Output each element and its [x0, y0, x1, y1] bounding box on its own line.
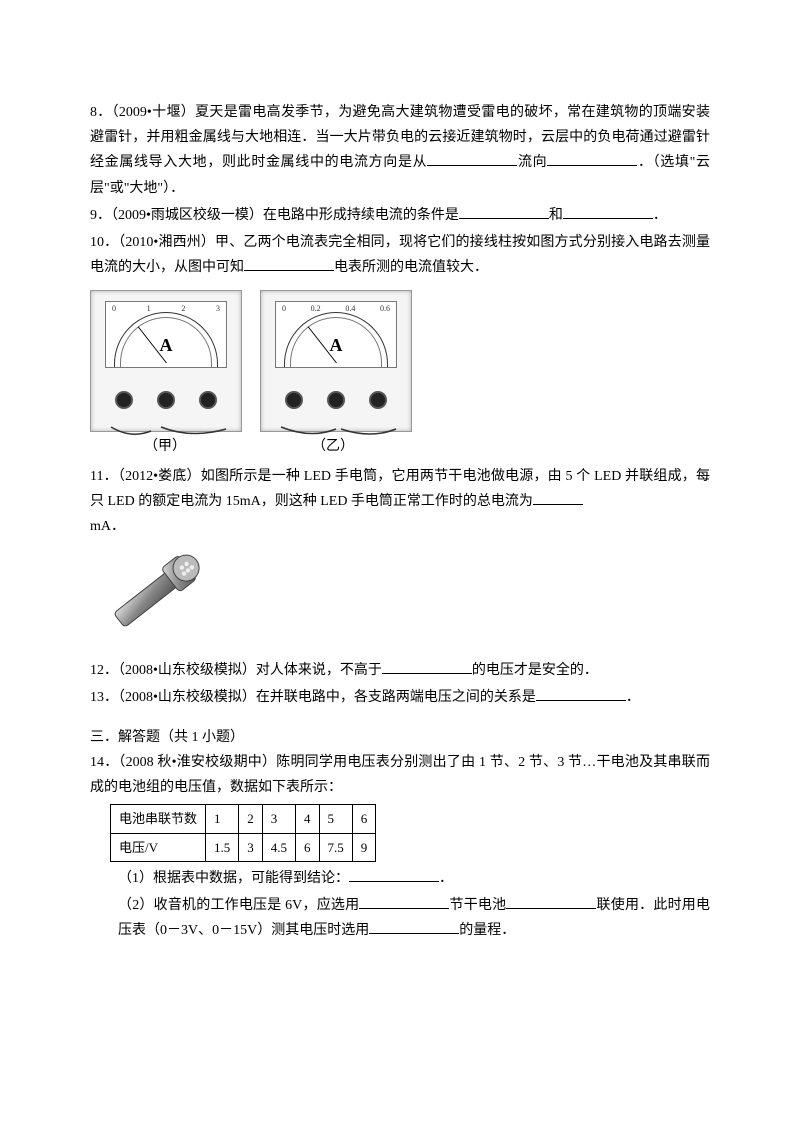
- terminal-icon: [115, 391, 133, 409]
- q14p1-blank[interactable]: [349, 867, 439, 882]
- question-14-part2: （2）收音机的工作电压是 6V，应选用节干电池联使用．此时用电压表（0－3V、0…: [90, 893, 710, 943]
- ammeter-dial: 0 0.2 0.4 0.6 A: [275, 301, 397, 368]
- question-13: 13．（2008•山东校级模拟）在并联电路中，各支路两端电压之间的关系是 ．: [90, 685, 710, 710]
- question-11: 11．（2012•娄底）如图所示是一种 LED 手电筒，它用两节干电池做电源，由…: [90, 464, 710, 540]
- question-10: 10．（2010•湘西州）甲、乙两个电流表完全相同，现将它们的接线柱按如图方式分…: [90, 230, 710, 280]
- cell: 3: [239, 833, 263, 861]
- q10-blank-1[interactable]: [244, 256, 334, 271]
- cell: 4: [296, 805, 320, 833]
- tick: 0: [282, 302, 286, 316]
- q14p2-blank2[interactable]: [506, 894, 596, 909]
- q11-text-a: 11．（2012•娄底）如图所示是一种 LED 手电筒，它用两节干电池做电源，由…: [90, 469, 710, 509]
- q9-text-a: 9．（2009•雨城区校级一模）在电路中形成持续电流的条件是: [90, 208, 459, 223]
- cell: 1: [206, 805, 239, 833]
- cell: 6: [352, 805, 376, 833]
- terminal-icon: [285, 391, 303, 409]
- question-8: 8．（2009•十堰）夏天是雷电高发季节，为避免高大建筑物遭受雷电的破坏，常在建…: [90, 100, 710, 201]
- page-content: 8．（2009•十堰）夏天是雷电高发季节，为避免高大建筑物遭受雷电的破坏，常在建…: [0, 0, 800, 1006]
- ammeter-jia-icon: 0 1 2 3 A: [90, 290, 242, 432]
- q9-blank-2[interactable]: [563, 204, 653, 219]
- q13-blank-1[interactable]: [536, 686, 626, 701]
- question-14-part1: （1）根据表中数据，可能得到结论： ．: [90, 866, 710, 891]
- terminals: [261, 368, 411, 431]
- ammeter-yi-icon: 0 0.2 0.4 0.6 A: [260, 290, 412, 432]
- terminal-icon: [199, 391, 217, 409]
- terminal-icon: [157, 391, 175, 409]
- cell: 9: [352, 833, 376, 861]
- cell: 7.5: [319, 833, 352, 861]
- ammeter-dial: 0 1 2 3 A: [105, 301, 227, 368]
- cell: 1.5: [206, 833, 239, 861]
- flashlight-icon: [90, 545, 210, 645]
- wires-icon: [91, 425, 241, 439]
- q8-text-b: 流向: [517, 155, 547, 170]
- figure-10-ammeters: 0 1 2 3 A: [90, 290, 710, 432]
- q14p2-blank3[interactable]: [369, 919, 459, 934]
- q9-blank-1[interactable]: [459, 204, 549, 219]
- q9-text-b: 和: [549, 208, 563, 223]
- q13-text-b: ．: [626, 690, 640, 705]
- cell: 3: [262, 805, 295, 833]
- q14p1-a: （1）根据表中数据，可能得到结论：: [118, 871, 349, 886]
- tick: 0.6: [380, 302, 390, 316]
- q14p2-a: （2）收音机的工作电压是 6V，应选用: [118, 898, 359, 913]
- cell-header: 电压/V: [111, 833, 206, 861]
- question-12: 12．（2008•山东校级模拟）对人体来说，不高于 的电压才是安全的．: [90, 658, 710, 683]
- q14p2-blank1[interactable]: [359, 894, 449, 909]
- q9-text-c: ．: [653, 208, 667, 223]
- q11-blank-1[interactable]: [533, 490, 583, 505]
- cell: 6: [296, 833, 320, 861]
- q13-text-a: 13．（2008•山东校级模拟）在并联电路中，各支路两端电压之间的关系是: [90, 690, 536, 705]
- q14-table: 电池串联节数 1 2 3 4 5 6 电压/V 1.5 3 4.5 6 7.5 …: [110, 804, 376, 862]
- q8-blank-1[interactable]: [427, 151, 517, 166]
- q12-text-a: 12．（2008•山东校级模拟）对人体来说，不高于: [90, 663, 382, 678]
- terminals: [91, 368, 241, 431]
- cell: 5: [319, 805, 352, 833]
- q14p2-b: 节干电池: [449, 898, 506, 913]
- tick: 3: [216, 302, 220, 316]
- q10-text-b: 电表所测的电流值较大．: [334, 260, 488, 275]
- table-row: 电池串联节数 1 2 3 4 5 6: [111, 805, 376, 833]
- q14p1-b: ．: [439, 871, 453, 886]
- question-14-intro: 14．（2008 秋•淮安校级期中）陈明同学用电压表分别测出了由 1 节、2 节…: [90, 750, 710, 800]
- unit-letter: A: [276, 329, 396, 361]
- q12-text-b: 的电压才是安全的．: [472, 663, 598, 678]
- q12-blank-1[interactable]: [382, 659, 472, 674]
- q11-text-b: mA．: [90, 519, 125, 534]
- terminal-icon: [327, 391, 345, 409]
- cell: 2: [239, 805, 263, 833]
- section-3-heading: 三．解答题（共 1 小题）: [90, 725, 710, 750]
- tick: 0: [112, 302, 116, 316]
- wires-icon: [261, 425, 411, 439]
- terminal-icon: [369, 391, 387, 409]
- question-9: 9．（2009•雨城区校级一模）在电路中形成持续电流的条件是 和 ．: [90, 203, 710, 228]
- cell-header: 电池串联节数: [111, 805, 206, 833]
- unit-letter: A: [106, 329, 226, 361]
- q14p2-d: 的量程．: [459, 923, 515, 938]
- cell: 4.5: [262, 833, 295, 861]
- q8-blank-2[interactable]: [547, 151, 637, 166]
- figure-11-flashlight: [90, 545, 710, 654]
- table-row: 电压/V 1.5 3 4.5 6 7.5 9: [111, 833, 376, 861]
